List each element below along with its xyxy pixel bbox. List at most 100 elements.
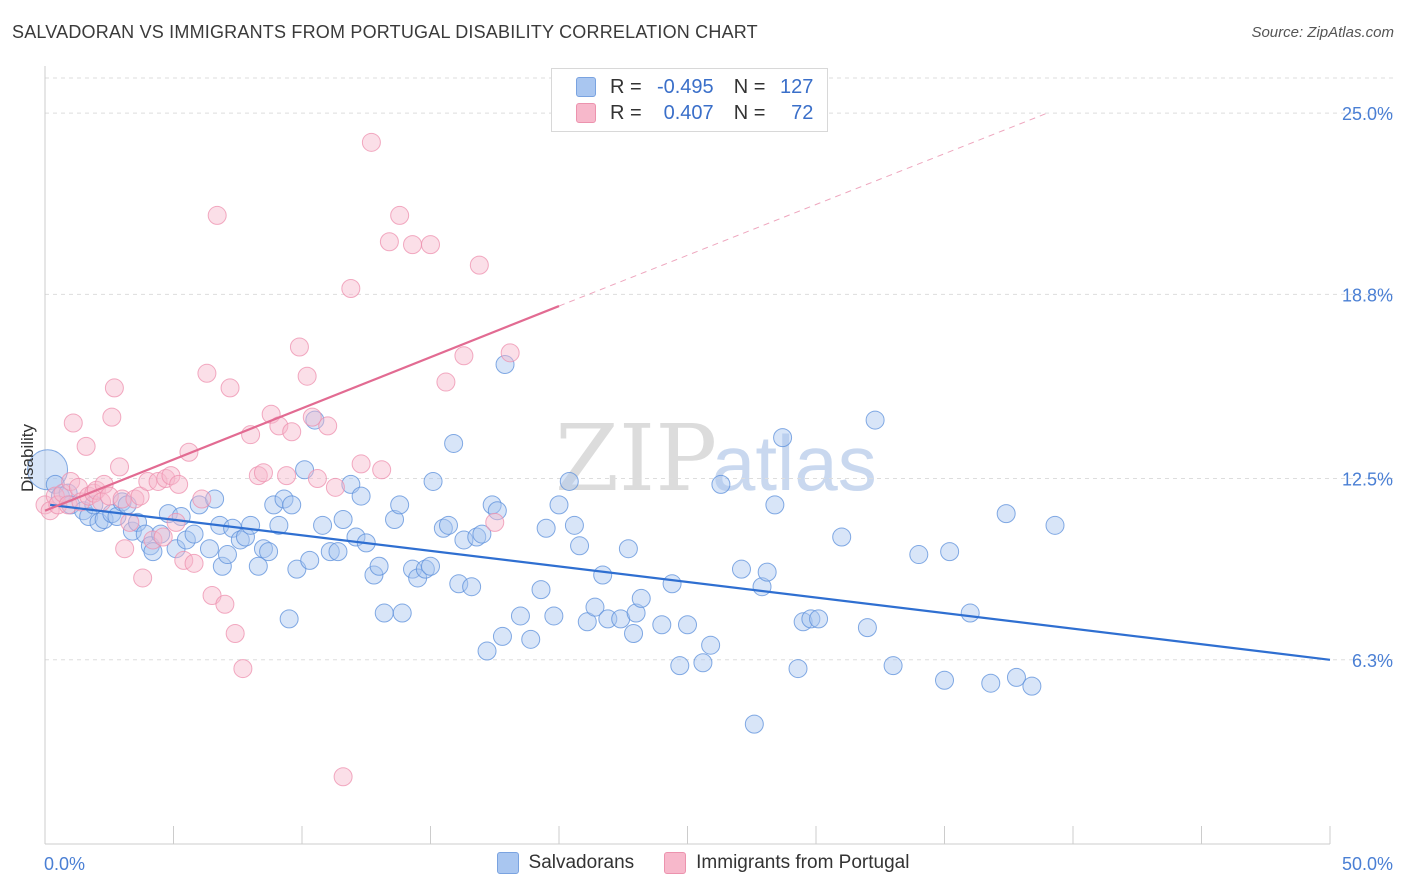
- portugal-point: [192, 489, 212, 509]
- salvadoran-point: [788, 659, 808, 679]
- salvadoran-point: [230, 530, 250, 550]
- portugal-point: [110, 457, 130, 477]
- portugal-point: [184, 553, 204, 573]
- salvadoran-point: [274, 489, 294, 509]
- legend-swatch-pink: [664, 852, 687, 874]
- legend-n-value: 127: [780, 75, 814, 98]
- y-tick-label: 25.0%: [1342, 104, 1393, 124]
- salvadoran-point: [351, 486, 371, 506]
- salvadoran-point: [390, 495, 410, 515]
- portugal-point: [289, 337, 309, 357]
- salvadoran-trendline: [50, 503, 1331, 661]
- salvadoran-point: [593, 565, 613, 585]
- salvadoran-point: [510, 606, 530, 626]
- salvadoran-point: [521, 629, 541, 649]
- portugal-point: [115, 539, 135, 559]
- salvadoran-point: [449, 574, 469, 594]
- salvadoran-point: [662, 574, 682, 594]
- salvadoran-point: [462, 577, 482, 597]
- portugal-point: [297, 366, 317, 386]
- portugal-point: [148, 471, 168, 491]
- legend-label: Salvadorans: [528, 852, 635, 873]
- salvadoran-point: [549, 495, 569, 515]
- salvadoran-point: [279, 609, 299, 629]
- portugal-point: [390, 205, 410, 225]
- portugal-point: [500, 343, 520, 363]
- salvadoran-point: [744, 714, 764, 734]
- salvadoran-point: [981, 673, 1001, 693]
- salvadoran-point: [472, 524, 492, 544]
- portugal-point: [125, 489, 145, 509]
- salvadoran-point: [765, 495, 785, 515]
- salvadoran-point: [809, 609, 829, 629]
- salvadoran-point: [492, 626, 512, 646]
- portugal-point: [133, 568, 153, 588]
- portugal-point: [156, 469, 176, 489]
- salvadoran-point: [757, 562, 777, 582]
- portugal-point: [325, 477, 345, 497]
- legend-item-salvadorans[interactable]: Salvadorans: [496, 852, 635, 874]
- legend-n-value: 72: [791, 101, 814, 124]
- salvadoran-point: [940, 542, 960, 562]
- portugal-point: [215, 594, 235, 614]
- portugal-point: [169, 474, 189, 494]
- y-tick-label: 18.8%: [1342, 285, 1393, 305]
- portugal-point: [197, 363, 217, 383]
- salvadoran-point: [241, 515, 261, 535]
- salvadoran-point: [313, 515, 333, 535]
- salvadoran-point: [369, 556, 389, 576]
- salvadoran-point: [212, 556, 232, 576]
- legend-n-label: N =: [733, 101, 766, 124]
- legend-item-portugal[interactable]: Immigrants from Portugal: [664, 852, 909, 874]
- portugal-point: [307, 469, 327, 489]
- portugal-point: [104, 378, 124, 398]
- salvadoran-point: [618, 539, 638, 559]
- y-tick-label: 12.5%: [1342, 470, 1393, 490]
- watermark-zip: ZIP: [555, 405, 717, 512]
- salvadoran-point: [253, 539, 273, 559]
- salvadoran-point: [570, 536, 590, 556]
- portugal-point: [379, 232, 399, 252]
- legend-n-label: N =: [733, 75, 766, 98]
- salvadoran-point: [857, 618, 877, 638]
- portugal-point: [61, 471, 81, 491]
- portugal-point: [99, 486, 119, 506]
- salvadoran-point: [444, 433, 464, 453]
- salvadoran-point: [423, 471, 443, 491]
- salvadoran-point: [678, 615, 697, 635]
- salvadoran-point: [701, 635, 721, 655]
- salvadoran-point: [1022, 676, 1042, 696]
- portugal-point: [333, 767, 353, 787]
- portugal-point: [233, 659, 253, 679]
- legend-swatch-blue: [496, 852, 519, 874]
- salvadoran-point: [731, 559, 751, 579]
- salvadoran-point: [670, 656, 690, 676]
- salvadoran-point: [909, 545, 929, 565]
- salvadoran-point: [333, 509, 353, 529]
- salvadoran-point: [421, 556, 440, 576]
- portugal-point: [318, 416, 338, 436]
- salvadoran-point: [176, 530, 196, 550]
- portugal-point: [372, 460, 392, 480]
- salvadoran-point: [1006, 667, 1026, 687]
- salvadoran-point: [793, 612, 813, 632]
- y-tick-label: 6.3%: [1352, 651, 1393, 671]
- x-tick-label: 50.0%: [1342, 854, 1393, 874]
- portugal-point: [436, 372, 456, 392]
- salvadoran-point: [151, 524, 171, 544]
- legend-r-value: 0.407: [663, 101, 714, 124]
- portugal-point: [76, 436, 96, 456]
- portugal-point: [153, 527, 173, 547]
- salvadoran-point: [320, 542, 340, 562]
- portugal-point: [220, 378, 240, 398]
- portugal-point: [454, 346, 474, 366]
- salvadoran-point: [801, 609, 821, 629]
- salvadoran-point: [454, 530, 474, 550]
- portugal-point: [403, 235, 423, 255]
- y-axis-label: Disability: [18, 423, 37, 493]
- legend-row-salvadorans: R = -0.495 N = 127: [576, 75, 813, 99]
- portugal-trendline-extension: [558, 112, 1048, 307]
- portugal-point: [277, 466, 297, 486]
- salvadoran-point: [300, 550, 320, 570]
- salvadoran-point: [269, 515, 289, 535]
